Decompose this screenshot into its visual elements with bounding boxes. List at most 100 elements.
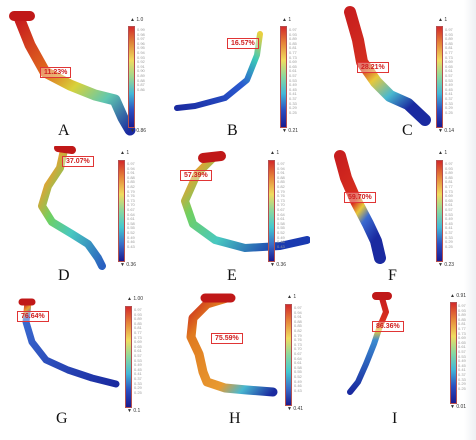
scale-tick: 0.61	[277, 217, 285, 222]
scale-tick: 0.55	[277, 226, 285, 231]
stenosis-percent-label: 59.70%	[344, 192, 376, 203]
scale-tick: 0.97	[127, 162, 135, 166]
scale-tick: 0.33	[445, 235, 453, 240]
scale-tick: 0.25	[458, 386, 466, 391]
color-scale-bar	[280, 26, 287, 128]
scale-tick: 0.61	[127, 217, 135, 222]
scale-tick: 0.73	[127, 198, 135, 203]
scale-tick: 0.94	[137, 50, 145, 55]
scale-tick: 0.65	[445, 64, 453, 69]
scale-tick: 0.82	[294, 328, 302, 333]
scale-tick: 0.88	[294, 319, 302, 324]
scale-tick: 0.49	[127, 235, 135, 240]
panel-letter: A	[58, 122, 70, 139]
scale-tick: 0.99	[137, 28, 145, 32]
panel-a: 11.23% ▲ 1.0 ▼ 0.86 0.99 0.98 0.97 0.96 0.95…	[0, 0, 155, 146]
scale-tick: 0.82	[127, 184, 135, 189]
scale-max-label: ▲ 1	[287, 294, 297, 300]
scale-tick: 0.64	[127, 212, 135, 217]
scale-max-label: ▲ 1.00	[127, 296, 144, 302]
panel-c: 28.21% ▲ 1 ▼ 0.14 0.97 0.93 0.89 0.85 0.81 0.…	[310, 0, 465, 146]
scale-tick: 0.41	[134, 372, 142, 377]
scale-tick: 0.69	[289, 60, 297, 65]
scale-tick: 0.57	[445, 207, 453, 212]
scale-tick: 0.70	[277, 203, 285, 208]
color-scale-bar	[125, 306, 132, 408]
scale-tick: 0.41	[445, 226, 453, 231]
scale-tick: 0.53	[445, 212, 453, 217]
scale-tick: 0.45	[458, 363, 466, 368]
vessel-model-i	[347, 292, 392, 395]
stenosis-percent-label: 76.64%	[17, 311, 49, 322]
panel-letter: G	[56, 410, 68, 427]
scale-tick: 0.81	[458, 322, 466, 327]
stenosis-percent-label: 11.23%	[40, 67, 72, 78]
stenosis-percent-label: 75.59%	[211, 333, 243, 344]
panel-letter: I	[392, 410, 398, 427]
scale-tick: 0.37	[289, 96, 297, 101]
scale-tick: 0.61	[445, 203, 453, 208]
scale-tick: 0.41	[289, 92, 297, 97]
scale-min-label: ▼ 0.14	[438, 128, 455, 134]
scale-ticks: 0.97 0.94 0.91 0.88 0.85 0.82 0.79 0.76 0.73 0.70…	[294, 306, 302, 393]
scale-tick: 0.49	[445, 217, 453, 222]
scale-tick: 0.89	[458, 313, 466, 318]
scale-tick: 0.49	[458, 359, 466, 364]
scale-tick: 0.57	[289, 73, 297, 78]
scale-tick: 0.33	[289, 101, 297, 106]
scale-tick: 0.46	[127, 240, 135, 245]
scale-min-label: ▼ 0.36	[270, 262, 287, 268]
scale-tick: 0.97	[458, 304, 466, 308]
scale-tick: 0.91	[127, 171, 135, 176]
scale-tick: 0.49	[134, 363, 142, 368]
stenosis-percent-label: 28.21%	[357, 62, 389, 73]
scale-tick: 0.73	[289, 55, 297, 60]
scale-tick: 0.25	[445, 244, 453, 249]
scale-tick: 0.93	[445, 166, 453, 171]
scale-tick: 0.69	[445, 60, 453, 65]
stenosis-percent-label: 16.57%	[227, 38, 259, 49]
panel-letter: D	[58, 267, 70, 284]
scale-tick: 0.70	[127, 203, 135, 208]
scale-ticks: 0.97 0.93 0.89 0.85 0.81 0.77 0.73 0.69 0.65 0.61…	[289, 28, 297, 115]
scale-tick: 0.61	[289, 69, 297, 74]
scale-tick: 0.25	[289, 110, 297, 115]
scale-tick: 0.89	[445, 37, 453, 42]
scale-tick: 0.49	[289, 83, 297, 88]
scale-max-label: ▲ 1	[120, 150, 130, 156]
scale-tick: 0.61	[445, 69, 453, 74]
scale-min-label: ▼ 0.1	[127, 408, 141, 414]
scale-tick: 0.65	[445, 198, 453, 203]
color-scale-bar	[436, 160, 443, 262]
scale-tick: 0.57	[445, 73, 453, 78]
scale-tick: 0.70	[294, 347, 302, 352]
scale-tick: 0.69	[134, 340, 142, 345]
vessel-model-b	[174, 31, 263, 111]
scale-tick: 0.58	[127, 221, 135, 226]
scale-tick: 0.85	[277, 180, 285, 185]
scale-tick: 0.89	[289, 37, 297, 42]
vessel-model-g	[18, 298, 120, 388]
scale-tick: 0.37	[445, 230, 453, 235]
scale-tick: 0.89	[137, 73, 145, 78]
scale-tick: 0.67	[294, 351, 302, 356]
scale-tick: 0.93	[445, 32, 453, 37]
color-scale-bar	[128, 26, 135, 128]
scale-tick: 0.45	[445, 221, 453, 226]
scale-tick: 0.77	[289, 50, 297, 55]
panel-b: 16.57% ▲ 1 ▼ 0.21 0.97 0.93 0.89 0.85 0.81 0.…	[155, 0, 310, 146]
scale-ticks: 0.97 0.93 0.89 0.85 0.81 0.77 0.73 0.69 0.65 0.61…	[458, 304, 468, 391]
scale-tick: 0.73	[277, 198, 285, 203]
scale-tick: 0.73	[294, 342, 302, 347]
scale-tick: 0.53	[134, 358, 142, 363]
scale-tick: 0.53	[458, 354, 466, 359]
scale-tick: 0.29	[445, 106, 453, 111]
scale-tick: 0.77	[458, 326, 466, 331]
scale-tick: 0.37	[458, 372, 466, 377]
scale-tick: 0.95	[137, 46, 145, 51]
scale-min-label: ▼ 0.01	[450, 404, 467, 410]
scale-tick: 0.25	[134, 390, 142, 395]
scale-tick: 0.67	[127, 207, 135, 212]
vessel-model-a	[9, 11, 136, 136]
panel-letter: H	[229, 410, 241, 427]
